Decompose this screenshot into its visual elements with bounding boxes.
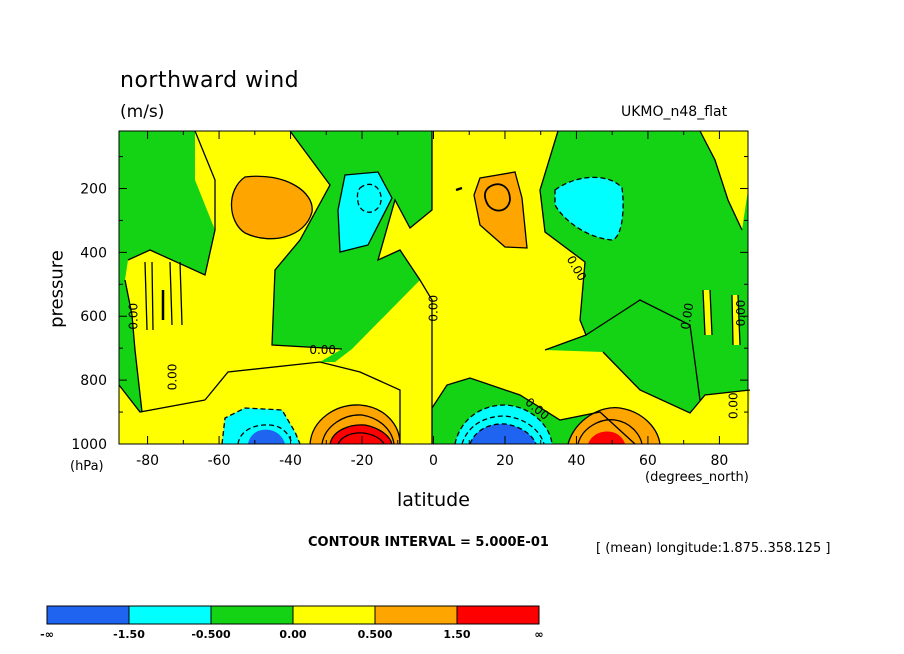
chart-title: northward wind: [120, 68, 300, 93]
contour-orange-n20: [473, 171, 528, 249]
fill-orange-nw: [231, 176, 313, 239]
contour-orange-nw: [230, 175, 313, 240]
contour-cyan-n40: [554, 176, 624, 241]
contour-lower-n20: [454, 404, 553, 445]
x-tick-label: 60: [639, 453, 657, 469]
contour-label: 0.00: [166, 364, 180, 391]
contour-lower-n45: [567, 407, 661, 445]
x-axis-ticks: -80 -60 -40 -20 0 20 40 60 80: [136, 131, 728, 469]
color-legend: -∞ -1.50 -0.500 0.00 0.500 1.50 ∞: [40, 605, 544, 641]
fill-blue-s50-low: [248, 429, 285, 444]
contour-lower-s50: [221, 407, 301, 445]
contour-zero-west: [127, 130, 401, 444]
contour-cyan-s20-inner: [356, 183, 382, 213]
chart-units: (m/s): [120, 102, 165, 122]
legend-label: -0.500: [191, 628, 231, 641]
dataset-name: UKMO_n48_flat: [621, 104, 728, 120]
fill-yellow-top-right: [700, 131, 748, 230]
x-tick-label: 20: [496, 453, 514, 469]
contour-label: 0.00: [678, 302, 696, 331]
x-tick-label: 0: [429, 453, 438, 469]
x-tick-label: -80: [136, 453, 159, 469]
fill-green-pocket-east: [586, 300, 700, 413]
legend-label: 1.50: [443, 628, 470, 641]
fill-yellow-central: [335, 131, 750, 444]
contour-sliver-lines: [144, 130, 743, 346]
legend-label: ∞: [534, 628, 543, 641]
y-axis-ticks: 200 400 600 800 1000: [71, 156, 748, 453]
x-tick-label: -60: [208, 453, 231, 469]
x-tick-label: -40: [279, 453, 302, 469]
contour-label: 0.00: [727, 392, 741, 419]
contour-lines: [118, 130, 751, 445]
legend-label: 0.00: [279, 628, 306, 641]
y-axis-unit: (hPa): [70, 459, 104, 474]
contour-zero-east: [431, 299, 751, 445]
fill-blue-n20-low: [470, 423, 536, 444]
contour-label: 0.00: [126, 303, 140, 330]
legend-swatch: [292, 605, 376, 625]
contour-interval-text: CONTOUR INTERVAL = 5.000E-01: [308, 535, 549, 550]
legend-label: 0.500: [358, 628, 393, 641]
contour-zero-sw: [118, 279, 206, 413]
fill-yellow-sliver-2: [170, 262, 182, 325]
fill-cyan-n40: [555, 177, 624, 240]
contour-cyan-s20: [337, 171, 393, 253]
contour-small-marks: [161, 186, 463, 320]
x-axis-label: latitude: [397, 489, 470, 511]
plot-area: 0.000.000.000.000.000.000.00 0.000.00: [118, 130, 751, 445]
contour-label: 0.00: [309, 343, 336, 357]
averaging-info: [ (mean) longitude:1.875..358.125 ]: [596, 541, 831, 556]
y-tick-label: 800: [80, 373, 107, 389]
y-tick-label: 200: [80, 181, 107, 197]
legend-swatch: [374, 605, 458, 625]
fill-orange-n45-low: [568, 407, 660, 444]
y-tick-label: 600: [80, 309, 107, 325]
fill-green-pocket-center: [395, 178, 428, 212]
legend-label: -1.50: [113, 628, 145, 641]
x-tick-label: -20: [351, 453, 374, 469]
x-tick-label: 80: [710, 453, 728, 469]
legend-swatch: [128, 605, 212, 625]
contour-orange-n20-inner: [484, 183, 511, 212]
fill-red-s20-low: [330, 424, 392, 444]
legend-swatch: [456, 605, 540, 625]
fill-yellow-sliver-3: [703, 290, 712, 335]
contour-lower-s20: [309, 404, 401, 445]
y-tick-label: 400: [80, 245, 107, 261]
fill-red-n45-low: [588, 431, 625, 444]
contour-label: 0.00: [427, 295, 441, 322]
y-tick-label: 1000: [71, 437, 107, 453]
legend-swatch: [46, 605, 130, 625]
legend-label: -∞: [40, 628, 54, 641]
x-tick-label: 40: [568, 453, 586, 469]
x-axis-unit: (degrees_north): [645, 470, 749, 485]
fill-cyan-s20: [338, 172, 392, 252]
legend-swatch: [210, 605, 294, 625]
contour-label: 0.00: [734, 300, 748, 327]
